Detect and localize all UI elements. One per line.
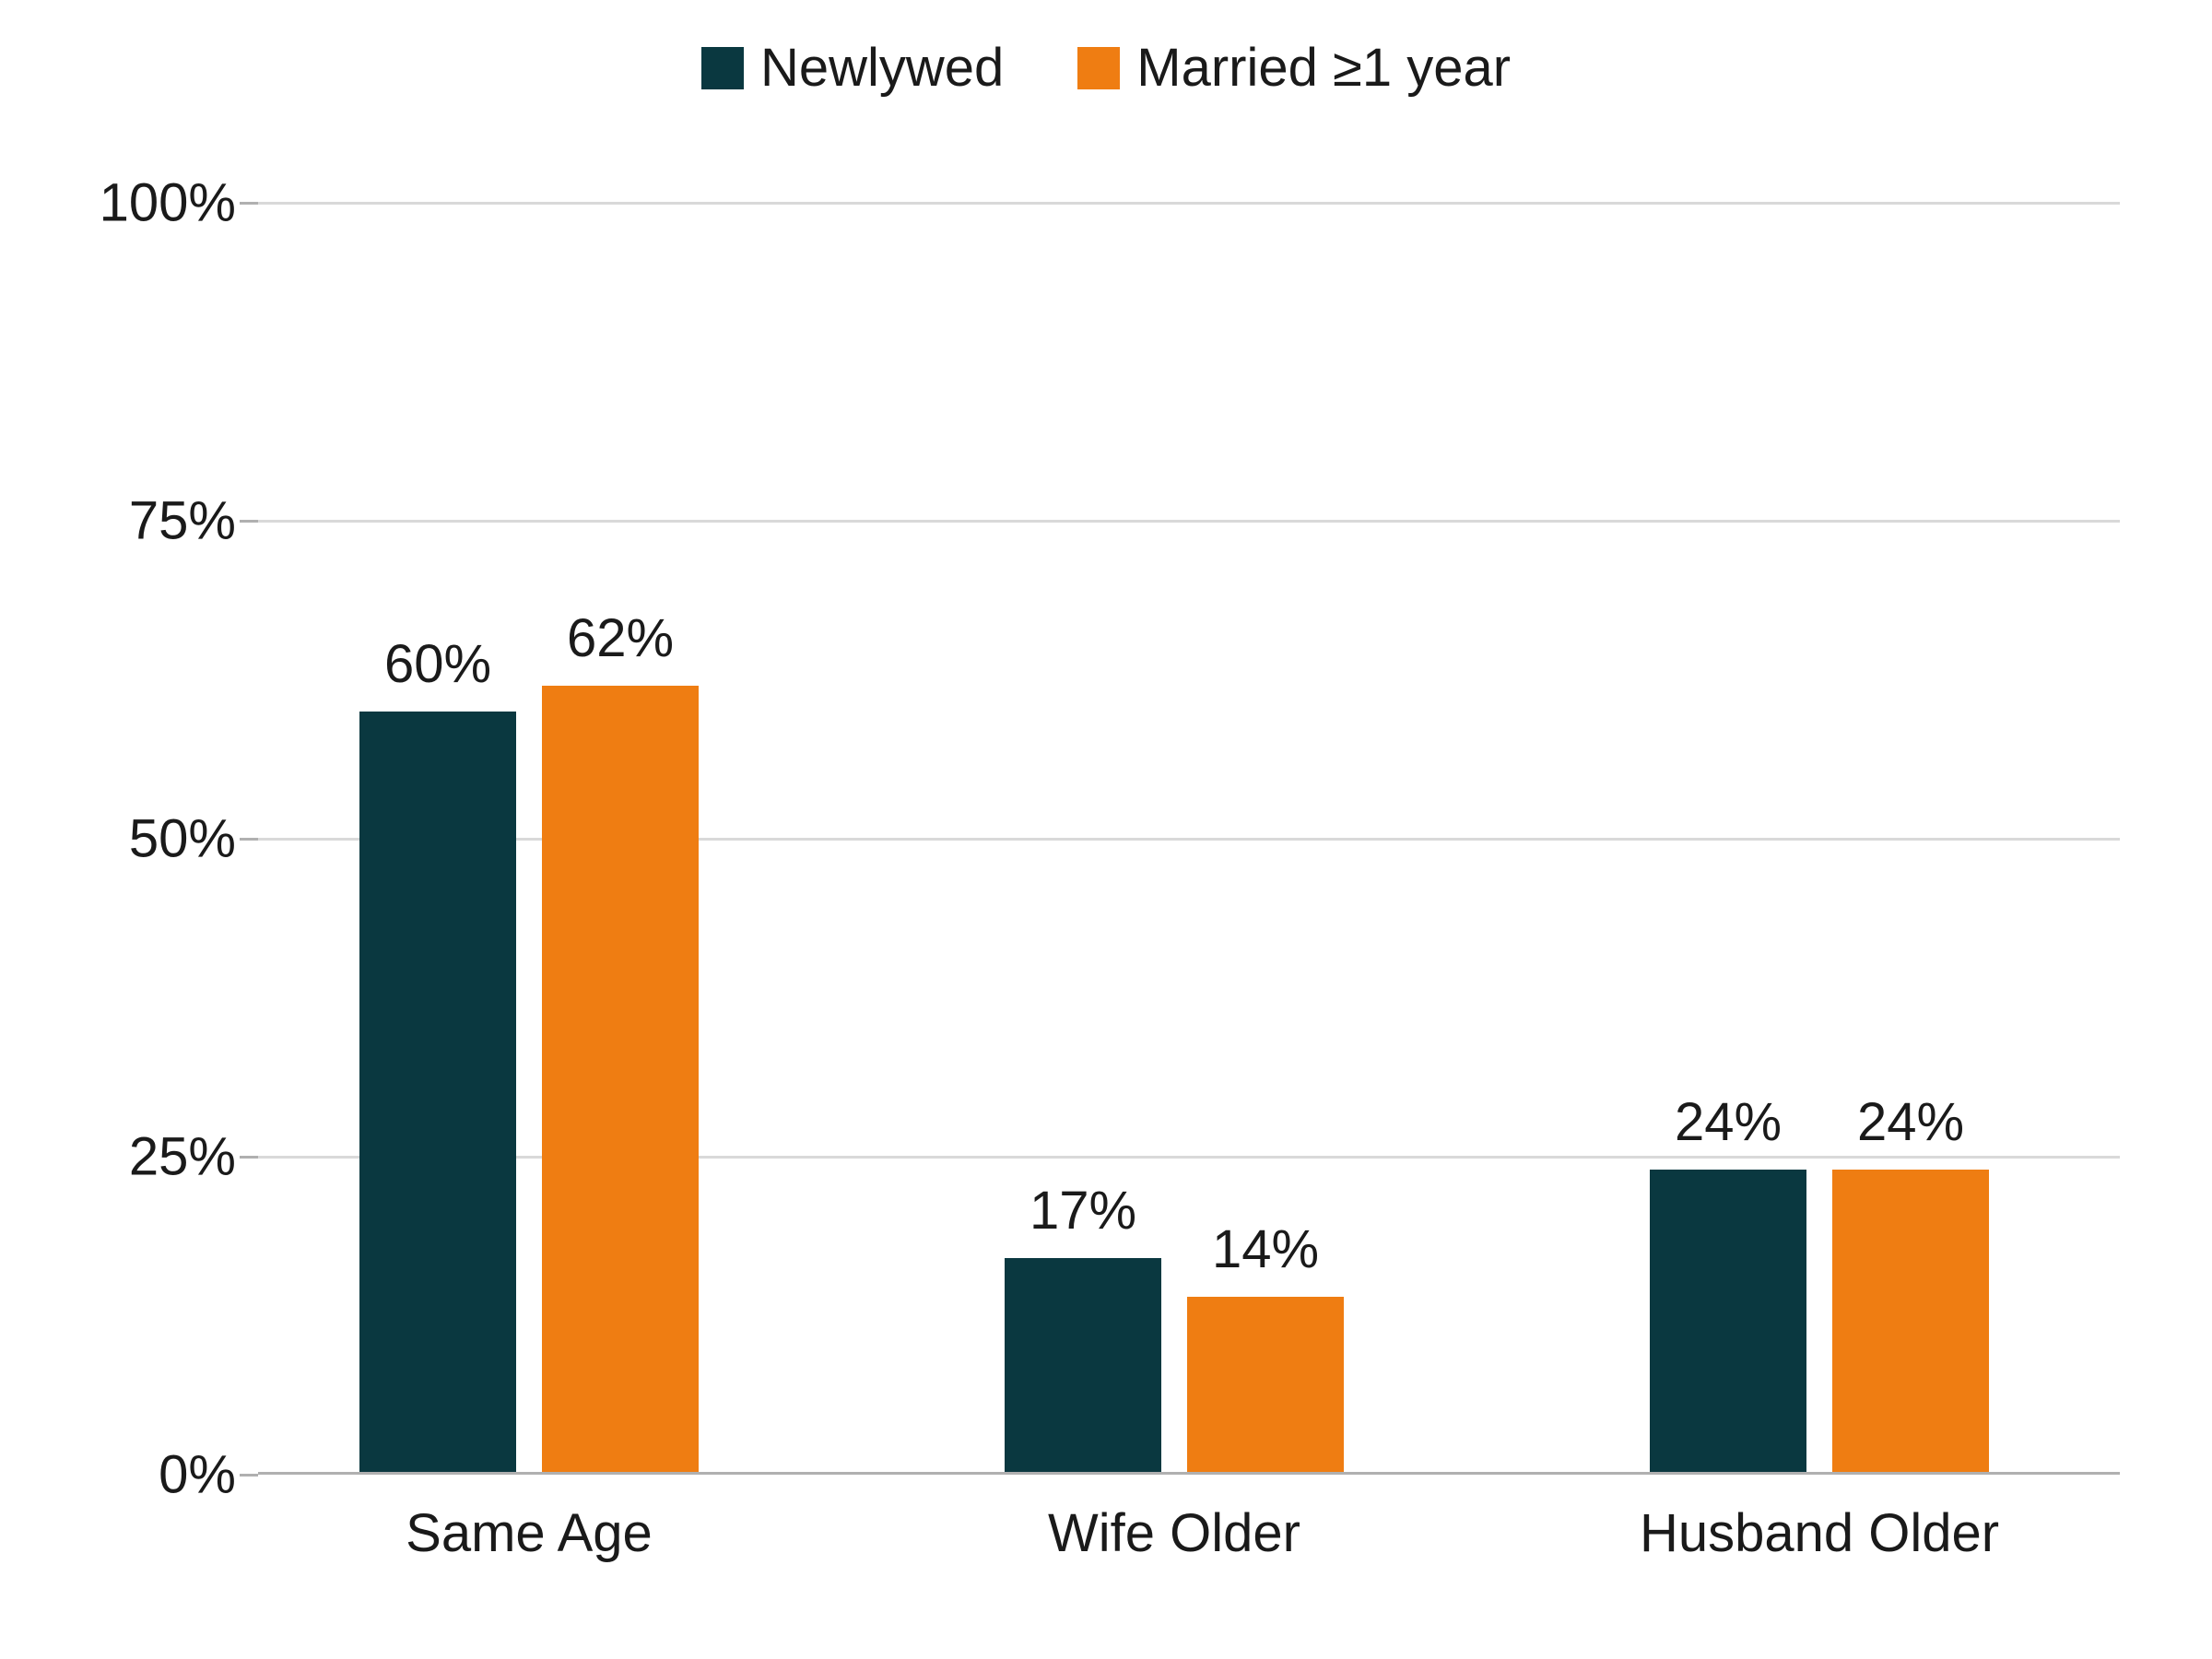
gridline bbox=[258, 520, 2120, 523]
y-axis-tick-label: 25% bbox=[129, 1126, 236, 1188]
y-axis-tick-label: 50% bbox=[129, 808, 236, 870]
legend-swatch bbox=[1077, 47, 1120, 89]
bar bbox=[1005, 1258, 1161, 1475]
bar-newlywed: 60% bbox=[359, 712, 516, 1475]
y-axis-tick bbox=[240, 202, 258, 205]
bar-value-label: 62% bbox=[567, 607, 674, 669]
y-axis-tick bbox=[240, 1156, 258, 1159]
chart-legend: Newlywed Married ≥1 year bbox=[0, 37, 2212, 99]
y-axis-tick bbox=[240, 838, 258, 841]
category-group-husband-older: 24% 24% bbox=[1650, 1170, 1989, 1475]
x-axis-category-label: Same Age bbox=[406, 1502, 653, 1564]
bar bbox=[1650, 1170, 1806, 1475]
bar-value-label: 24% bbox=[1857, 1091, 1964, 1153]
legend-swatch bbox=[701, 47, 744, 89]
bar bbox=[542, 686, 699, 1475]
bar-value-label: 14% bbox=[1212, 1218, 1319, 1280]
bar-newlywed: 17% bbox=[1005, 1258, 1161, 1475]
bar-value-label: 60% bbox=[384, 633, 491, 695]
bar-married: 24% bbox=[1832, 1170, 1989, 1475]
y-axis-tick-label: 0% bbox=[159, 1444, 236, 1506]
x-axis-category-label: Wife Older bbox=[1048, 1502, 1300, 1564]
gridline bbox=[258, 202, 2120, 205]
legend-label: Newlywed bbox=[760, 37, 1004, 99]
x-axis-category-label: Husband Older bbox=[1640, 1502, 1999, 1564]
bar bbox=[1832, 1170, 1989, 1475]
plot-area: 0% 25% 50% 75% 100% 60% 62% Same Age bbox=[258, 203, 2120, 1475]
category-group-same-age: 60% 62% bbox=[359, 686, 699, 1475]
y-axis-tick-label: 75% bbox=[129, 490, 236, 552]
bar-newlywed: 24% bbox=[1650, 1170, 1806, 1475]
bar-married: 14% bbox=[1187, 1297, 1344, 1475]
bar-value-label: 24% bbox=[1675, 1091, 1782, 1153]
legend-label: Married ≥1 year bbox=[1136, 37, 1511, 99]
y-axis-tick-label: 100% bbox=[100, 172, 236, 234]
x-axis-line bbox=[258, 1472, 2120, 1475]
legend-item-newlywed: Newlywed bbox=[701, 37, 1004, 99]
bar-chart: Newlywed Married ≥1 year 0% 25% 50% 75% … bbox=[0, 0, 2212, 1659]
y-axis-tick bbox=[240, 520, 258, 523]
y-axis-tick bbox=[240, 1474, 258, 1477]
legend-item-married: Married ≥1 year bbox=[1077, 37, 1511, 99]
bar bbox=[359, 712, 516, 1475]
bar-value-label: 17% bbox=[1030, 1180, 1136, 1241]
bar-married: 62% bbox=[542, 686, 699, 1475]
bar bbox=[1187, 1297, 1344, 1475]
category-group-wife-older: 17% 14% bbox=[1005, 1258, 1344, 1475]
